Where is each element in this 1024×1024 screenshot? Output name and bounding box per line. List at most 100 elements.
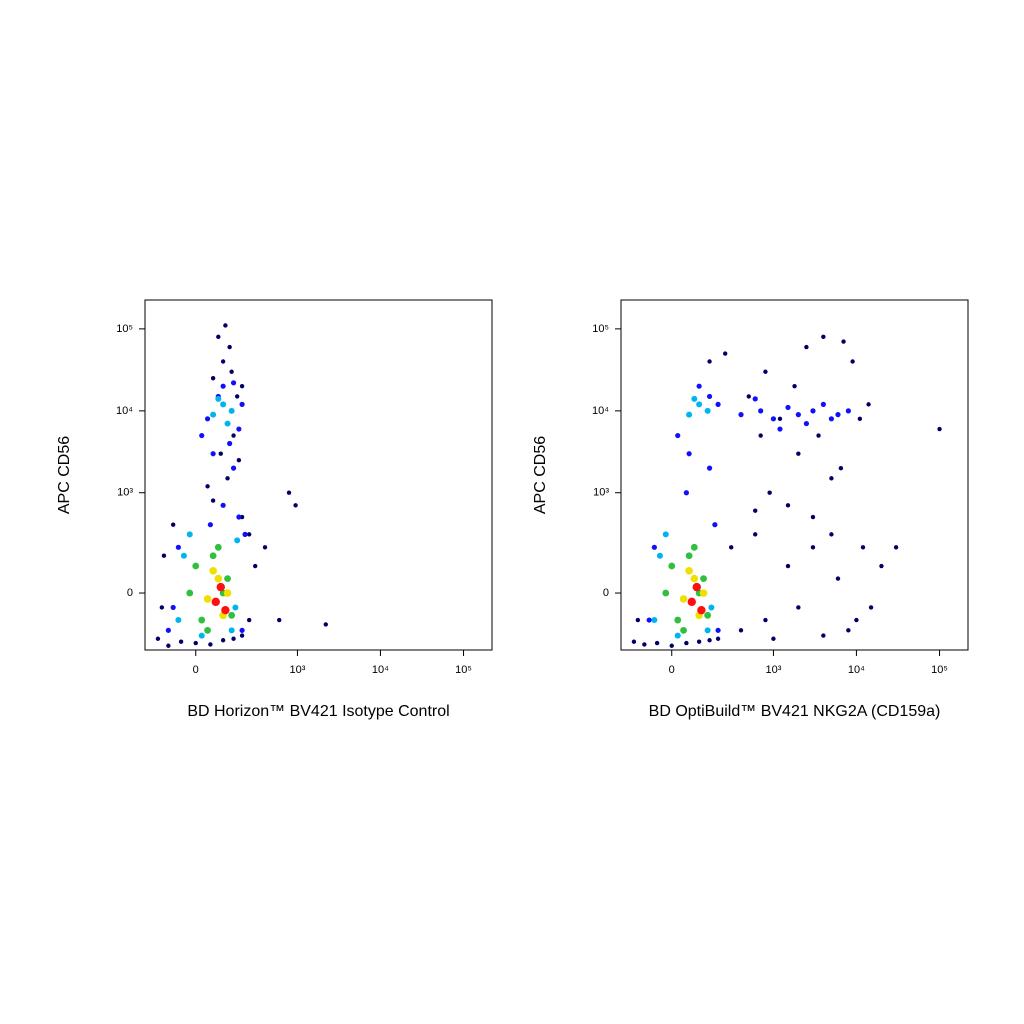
event-dot [180,552,187,559]
y-tick-label: 10⁴ [116,405,133,417]
event-dot [170,604,176,611]
event-dot [753,508,758,513]
event-dot [810,408,816,414]
event-dot [662,531,669,538]
y-axis-title: APC CD56 [56,436,73,514]
event-dot [218,451,223,456]
event-dot [866,402,871,407]
event-dot [829,476,834,481]
event-dot [214,574,223,583]
event-dot [868,605,874,610]
event-dot [684,640,689,646]
event-dot [204,416,211,422]
event-dot [220,383,226,389]
event-dot [165,627,171,633]
event-dot [214,543,222,551]
event-dot [696,401,703,408]
event-dot [674,616,682,624]
event-dot [893,545,899,550]
event-dot [228,627,235,634]
event-dot [777,416,783,422]
event-dot [738,412,744,418]
event-dot [210,451,216,457]
y-tick-label: 0 [603,587,609,599]
event-dot [220,638,226,643]
event-dot [752,396,758,402]
x-axis-title: BD Horizon™ BV421 Isotype Control [187,703,449,720]
event-dot [668,562,676,570]
event-dot [159,605,165,610]
event-dot [239,627,245,633]
event-dot [792,383,797,389]
event-dot [777,426,783,432]
event-dot [746,394,751,399]
event-dot [236,426,242,432]
event-dot [225,476,230,481]
event-dot [236,458,242,463]
event-dot [210,498,216,503]
event-dot [224,575,231,582]
event-dot [216,582,225,592]
event-dot [685,552,693,560]
event-dot [669,643,674,648]
event-dot [810,545,816,550]
x-tick-label: 10³ [289,664,305,676]
event-dot [860,545,866,550]
event-dot [293,503,298,508]
event-dot [246,532,252,537]
y-tick-label: 10⁴ [592,405,609,417]
event-dot [198,632,205,639]
event-dot [642,642,647,647]
x-tick-label: 10⁴ [848,664,865,676]
event-dot [704,627,711,634]
event-dot [879,563,884,569]
event-dot [712,522,718,528]
event-dot [715,627,721,633]
y-tick-label: 0 [127,587,133,599]
event-dot [803,420,809,427]
x-tick-label: 10⁵ [931,664,948,676]
event-dot [651,544,657,550]
event-dot [828,416,835,422]
event-dot [236,514,242,520]
event-dot [763,617,768,623]
event-dot [708,604,715,611]
event-dot [820,401,826,407]
event-dot [656,552,663,559]
event-dot [216,334,221,340]
event-dot [758,408,764,414]
event-dot [209,552,217,560]
event-dot [785,563,791,569]
event-dot [210,376,216,381]
event-dot [211,597,220,607]
event-dot [704,407,711,414]
event-dot [186,589,194,597]
plot-frame [620,299,969,651]
event-dot [692,582,701,592]
event-dot [804,344,809,350]
event-dot [161,553,167,558]
event-dot [203,595,212,603]
event-dot [795,412,801,418]
event-dot [845,408,851,414]
event-dot [262,545,268,550]
x-tick-label: 0 [193,664,199,676]
event-dot [155,636,161,641]
event-dot [175,544,181,550]
event-dot [193,640,198,646]
y-tick-label: 10³ [593,487,609,499]
event-dot [224,420,231,427]
event-dot [208,642,213,647]
event-dot [850,359,855,364]
event-dot [722,351,728,356]
event-dot [232,604,239,611]
event-dot [239,401,245,407]
event-dot [707,359,712,364]
event-dot [707,638,712,643]
event-dot [686,451,692,457]
event-dot [205,484,210,489]
event-dot [753,532,758,537]
event-dot [178,639,184,644]
event-dot [651,617,658,624]
